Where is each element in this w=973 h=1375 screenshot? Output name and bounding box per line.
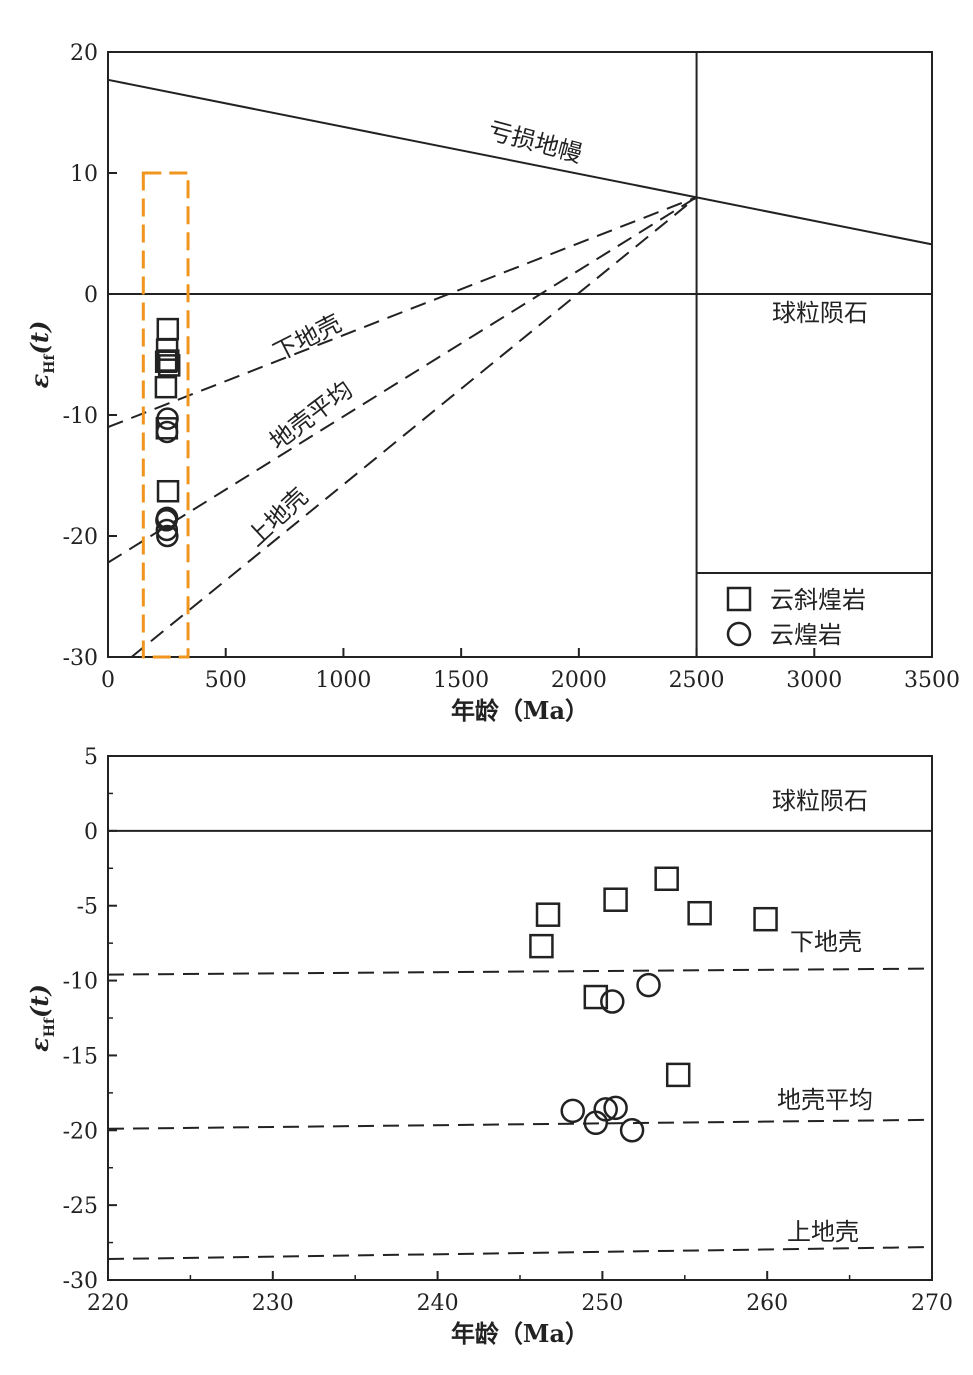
x-tick-label: 230	[252, 1291, 294, 1316]
data-point-square	[529, 933, 554, 959]
y-tick-label: -5	[77, 895, 98, 920]
reference-line	[107, 78, 933, 246]
reference-line	[107, 196, 697, 429]
y-tick-label: -30	[63, 1269, 98, 1294]
y-tick-label: -15	[63, 1044, 98, 1069]
x-tick-label: 500	[205, 668, 247, 693]
data-point-circle	[636, 972, 661, 998]
y-axis-title-subscript: Hf	[42, 1017, 58, 1037]
x-tick-label: 250	[581, 1291, 623, 1316]
legend-square-marker	[726, 586, 752, 612]
y-axis-title-tail: (t)	[25, 984, 54, 1018]
data-point-circle	[583, 1110, 609, 1136]
line-label: 上地壳	[787, 1218, 859, 1246]
data-point-circle	[603, 1095, 628, 1121]
y-tick-label: -20	[63, 525, 98, 550]
data-point-circle	[560, 1098, 585, 1124]
data-point-circle	[619, 1118, 645, 1143]
legend-label: 云煌岩	[770, 621, 842, 649]
line-label: 下地壳	[790, 928, 862, 956]
data-point-square	[154, 375, 178, 399]
data-point-square	[665, 1062, 691, 1088]
x-tick-label: 260	[746, 1291, 788, 1316]
reference-line	[130, 196, 698, 658]
data-point-square	[583, 984, 609, 1010]
data-point-square	[535, 902, 561, 927]
legend-circle-marker	[726, 621, 752, 647]
data-point-circle	[156, 407, 179, 430]
reference-line	[107, 1246, 933, 1261]
x-tick-label: 1500	[433, 668, 489, 693]
plot-1: 0 500 1000 1500 2000 2500 3000 3500 20 10 0 -10 -20 -…	[25, 41, 960, 725]
y-tick-label: -10	[63, 404, 98, 429]
x-tick-label: 2000	[551, 668, 607, 693]
y-tick-label: 0	[84, 820, 98, 845]
data-point-square	[155, 338, 179, 361]
data-point-square	[654, 866, 679, 892]
y-axis-title-symbol: ε	[25, 1037, 54, 1052]
data-point-square	[157, 354, 181, 377]
y-tick-label: 5	[84, 745, 98, 770]
y-axis-title-tail: (t)	[25, 321, 54, 355]
reference-line	[107, 1118, 933, 1130]
x-tick-label: 2500	[669, 668, 725, 693]
reference-line	[107, 196, 698, 564]
data-point-square	[156, 479, 180, 503]
data-point-square	[753, 906, 778, 932]
y-axis-title-subscript: Hf	[42, 353, 58, 373]
y-tick-label: -25	[63, 1194, 98, 1219]
data-point-square	[687, 900, 712, 926]
x-tick-label: 3500	[904, 668, 960, 693]
y-axis-title: εHf(t)	[25, 321, 58, 389]
x-tick-label: 3000	[786, 668, 842, 693]
y-tick-label: 0	[84, 283, 98, 308]
line-label: 球粒陨石	[772, 299, 868, 327]
y-tick-label: 10	[70, 162, 98, 187]
line-label: 地壳平均	[777, 1086, 873, 1114]
plot-2: 220 230 240 250 260 270 5 0 -5 -10 -15 -20 -25 -30 年龄（…	[25, 745, 953, 1348]
data-point-circle	[156, 524, 179, 548]
data-point-circle	[155, 506, 179, 530]
x-axis-title: 年龄（Ma）	[451, 1319, 589, 1348]
y-tick-label: -20	[63, 1119, 98, 1144]
plot-frame	[107, 755, 933, 1281]
y-tick-label: -10	[63, 970, 98, 995]
line-label: 球粒陨石	[772, 787, 868, 815]
data-point-square	[154, 350, 178, 374]
data-point-square	[603, 887, 628, 912]
x-axis-title: 年龄（Ma）	[451, 696, 589, 725]
x-tick-label: 220	[87, 1291, 129, 1316]
reference-line	[107, 967, 933, 976]
y-axis-title: εHf(t)	[25, 984, 58, 1052]
x-tick-label: 1000	[315, 668, 371, 693]
y-tick-label: 20	[70, 41, 98, 66]
highlight-box	[141, 171, 190, 659]
plot-frame	[107, 51, 933, 658]
data-point-circle	[155, 420, 179, 444]
data-point-circle	[600, 989, 625, 1014]
y-axis-title-symbol: ε	[25, 373, 54, 388]
x-tick-label: 0	[101, 668, 115, 693]
y-tick-label: -30	[63, 646, 98, 671]
x-tick-label: 270	[911, 1291, 953, 1316]
data-point-circle	[155, 518, 179, 542]
x-tick-label: 240	[417, 1291, 459, 1316]
legend-label: 云斜煌岩	[770, 586, 866, 614]
